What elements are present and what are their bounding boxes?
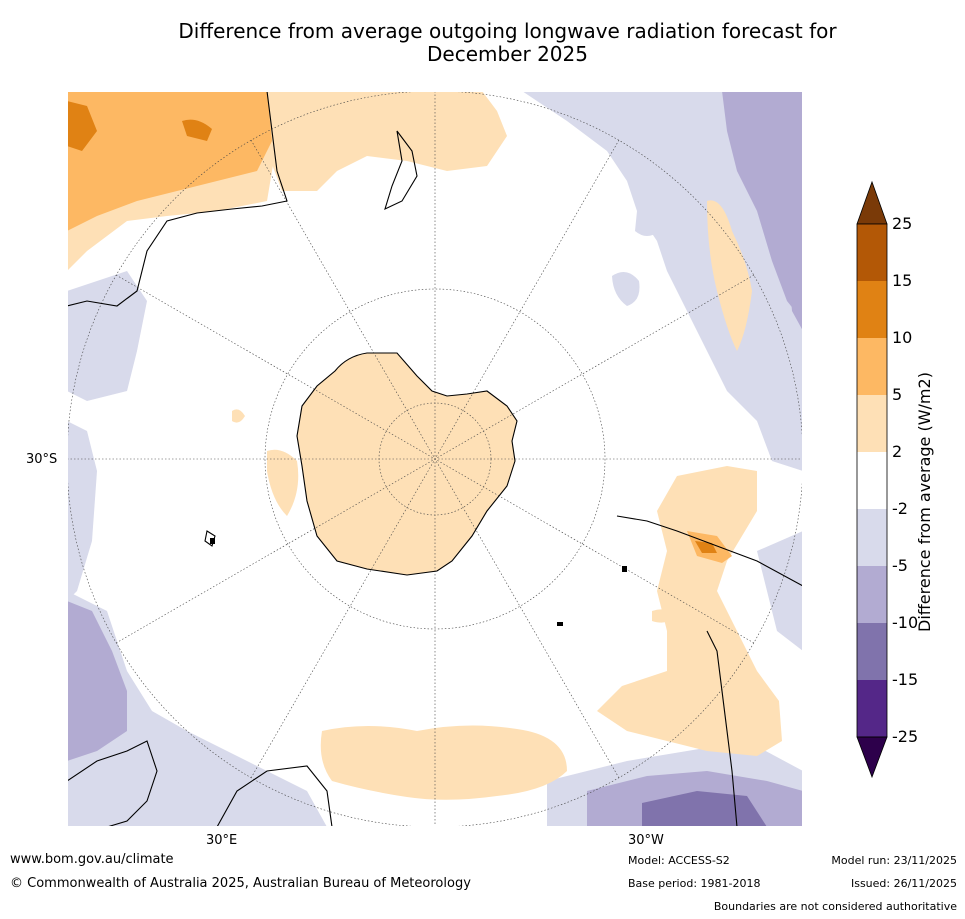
colorbar-tick-label: 15	[892, 271, 913, 290]
colorbar-tick-label: -5	[892, 556, 908, 575]
region-pos-right-lower	[597, 466, 782, 756]
region-pos-bottom-center	[320, 725, 567, 800]
colorbar-segment-c_15_25	[857, 224, 887, 281]
coastline-africa	[67, 740, 158, 827]
footer-website[interactable]: www.bom.gov.au/climate	[10, 852, 174, 867]
colorbar-extend-over	[856, 180, 888, 225]
positive-dark-regions	[67, 101, 717, 553]
colorbar	[856, 180, 888, 779]
graticule-lat-ring-2	[264, 288, 606, 630]
footer-model: Model: ACCESS-S2	[628, 854, 730, 867]
colorbar-tick-label: -15	[892, 670, 919, 689]
colorbar-segment-c_m10_m5	[857, 566, 887, 623]
coastlines	[67, 91, 803, 827]
island-1	[210, 538, 215, 544]
region-pos-top-center	[267, 91, 507, 191]
coastline-africa-2	[216, 765, 333, 827]
colorbar-segment-c_2_5	[857, 395, 887, 452]
region-pos-dark-top-center	[182, 119, 212, 141]
coastline-new-zealand	[384, 130, 418, 211]
region-neg-west-top	[67, 271, 147, 401]
colorbar-tick-label: 5	[892, 385, 903, 404]
region-pos-left-island	[267, 449, 299, 516]
region-neg-west-left	[67, 421, 97, 601]
polar-map	[67, 91, 803, 827]
region-pos-med-top-left	[67, 91, 272, 231]
colorbar-segment-c_neutral	[857, 452, 887, 509]
region-neg-small-1	[612, 272, 640, 306]
title-line-2: December 2025	[427, 42, 588, 66]
colorbar-tick-label: 10	[892, 328, 913, 347]
lon-label-30w: 30°W	[628, 833, 664, 848]
negative-medium-regions	[67, 91, 803, 827]
colorbar-segment-c_10_15	[857, 281, 887, 338]
region-pos-small-b	[652, 609, 677, 623]
lon-label-30e: 30°E	[206, 833, 238, 848]
footer-base-period: Base period: 1981-2018	[628, 877, 761, 890]
lat-label-30s: 30°S	[26, 452, 58, 467]
coastline-australia	[67, 91, 288, 307]
region-neg-right-mid	[757, 531, 803, 651]
colorbar-label: Difference from average (W/m2)	[915, 372, 934, 632]
colorbar-tick-label: 25	[892, 214, 913, 233]
colorbar-segment-c_m25_m15	[857, 680, 887, 737]
region-neg-med-northeast	[722, 91, 803, 321]
footer-issued: Issued: 26/11/2025	[850, 877, 957, 890]
footer-model-run: Model run: 23/11/2025	[831, 854, 957, 867]
region-neg-east-ocean	[522, 91, 803, 471]
islands	[210, 538, 627, 626]
footer-disclaimer: Boundaries are not considered authoritat…	[713, 900, 957, 913]
footer-copyright: © Commonwealth of Australia 2025, Austra…	[10, 876, 471, 891]
colorbar-segment-c_m15_m10	[857, 623, 887, 680]
coastline-antarctica	[296, 352, 518, 576]
graticule	[67, 91, 803, 827]
colorbar-frame	[856, 223, 888, 738]
negative-light-regions	[67, 91, 803, 827]
colorbar-tick-label: -2	[892, 499, 908, 518]
colorbar-tick-label: -25	[892, 727, 919, 746]
coastline-south-america	[616, 515, 803, 587]
island-2	[622, 566, 627, 572]
region-neg-bottom-left	[67, 591, 327, 827]
coastline-tasmania	[204, 530, 216, 547]
colorbar-tick-label: 2	[892, 442, 903, 461]
coastline-south-america-2	[706, 630, 738, 827]
region-neg-med-west	[67, 601, 127, 761]
region-pos-dark-top-left	[67, 101, 97, 151]
region-pos-small-a	[232, 409, 245, 423]
colorbar-tick-label: -10	[892, 613, 919, 632]
region-pos-antarctica	[297, 353, 517, 575]
chart-title: Difference from average outgoing longwav…	[150, 20, 865, 66]
colorbar-extend-under	[856, 736, 888, 779]
map-frame	[67, 91, 803, 827]
region-pos-right-island	[707, 200, 752, 351]
colorbar-segment-c_5_10	[857, 338, 887, 395]
island-3	[557, 622, 563, 626]
region-neg-small-2	[635, 210, 659, 236]
colorbar-segment-c_m5_m2	[857, 509, 887, 566]
region-neg-med-right	[787, 241, 803, 331]
title-line-1: Difference from average outgoing longwav…	[178, 19, 837, 43]
graticule-meridian-120	[115, 274, 755, 644]
